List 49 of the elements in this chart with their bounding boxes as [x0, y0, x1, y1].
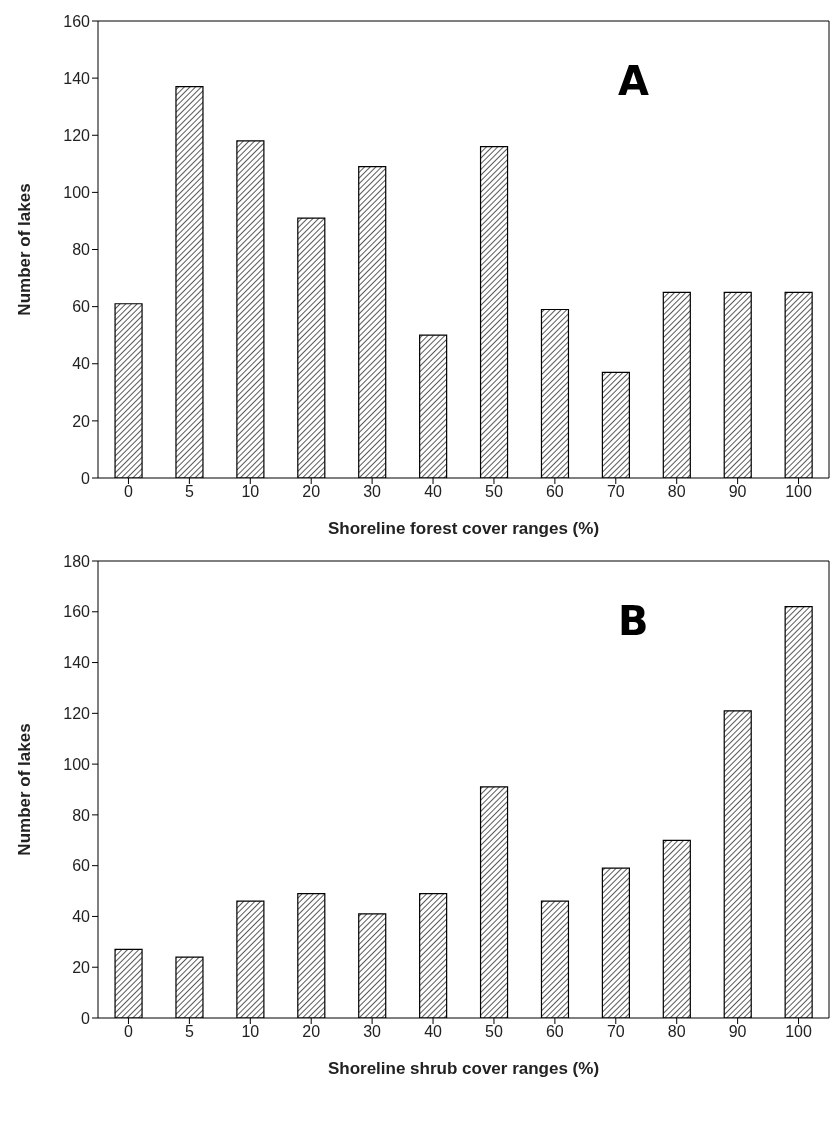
x-tick-label: 80	[667, 1023, 686, 1041]
y-axis-title: Number of lakes	[15, 183, 35, 316]
x-tick-label: 20	[302, 483, 321, 501]
y-tick-label: 100	[63, 184, 91, 202]
x-tick-label: 100	[785, 483, 812, 501]
y-tick-label: 40	[72, 908, 91, 926]
y-tick-label: 180	[63, 552, 91, 570]
y-tick-label: 140	[63, 69, 91, 87]
x-tick-label: 0	[124, 1023, 134, 1041]
x-tick-label: 60	[545, 1023, 564, 1041]
y-axis-title: Number of lakes	[15, 723, 35, 856]
x-axis-title: Shoreline forest cover ranges (%)	[327, 519, 600, 538]
y-tick-label: 60	[72, 298, 91, 316]
x-tick-label: 60	[545, 483, 564, 501]
x-tick-label: 40	[424, 483, 443, 501]
y-tick-label: 20	[72, 412, 91, 430]
x-tick-label: 70	[606, 1023, 625, 1041]
x-axis-title: Shoreline shrub cover ranges (%)	[327, 1059, 600, 1078]
annotation: A	[618, 58, 649, 104]
y-tick-label: 40	[72, 355, 91, 373]
x-tick-label: 30	[363, 1023, 382, 1041]
x-tick-label: 5	[184, 1023, 194, 1041]
x-tick-label: 100	[785, 1023, 812, 1041]
y-tick-label: 20	[72, 958, 91, 976]
x-tick-label: 90	[728, 1023, 747, 1041]
y-tick-label: 160	[63, 12, 91, 30]
y-tick-label: 120	[63, 126, 91, 144]
x-tick-label: 90	[728, 483, 747, 501]
y-tick-label: 80	[72, 806, 91, 824]
y-tick-label: 0	[81, 469, 91, 487]
x-tick-label: 0	[124, 483, 134, 501]
x-tick-label: 50	[485, 483, 503, 501]
y-tick-label: 140	[63, 654, 91, 672]
x-tick-label: 80	[667, 483, 686, 501]
x-tick-label: 20	[302, 1023, 321, 1041]
x-tick-label: 5	[184, 483, 194, 501]
y-tick-label: 160	[63, 603, 91, 621]
y-tick-label: 60	[72, 857, 91, 875]
x-tick-label: 10	[241, 1023, 260, 1041]
y-tick-label: 120	[63, 705, 91, 723]
y-tick-label: 80	[72, 241, 91, 259]
y-tick-label: 0	[81, 1009, 91, 1027]
x-tick-label: 50	[485, 1023, 503, 1041]
x-tick-label: 40	[424, 1023, 443, 1041]
annotation: B	[618, 598, 649, 644]
x-tick-label: 30	[363, 483, 382, 501]
x-tick-label: 70	[606, 483, 625, 501]
x-tick-label: 10	[241, 483, 260, 501]
y-tick-label: 100	[63, 755, 91, 773]
